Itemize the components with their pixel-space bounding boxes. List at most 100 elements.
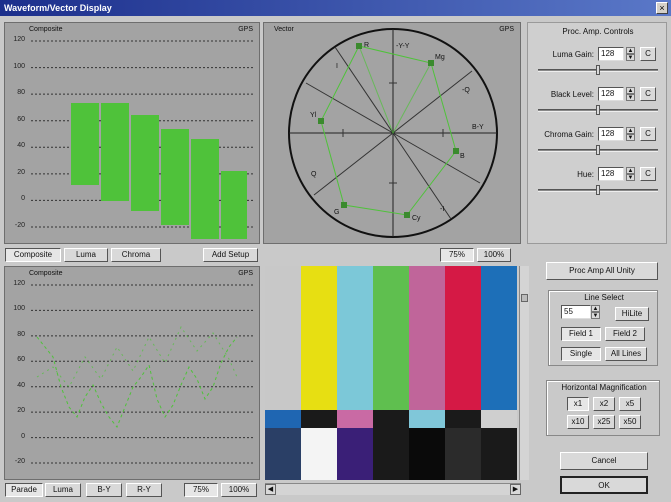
- hue-field[interactable]: 128: [598, 167, 624, 181]
- target-label-yl: Yl: [310, 112, 317, 119]
- chroma-gain-slider-thumb[interactable]: [596, 145, 600, 155]
- pluge-bar: [301, 428, 337, 480]
- vertical-scroll-thumb[interactable]: [521, 294, 528, 302]
- y-tick-label: 0: [21, 195, 25, 203]
- hue-up-arrow-icon[interactable]: ▲: [626, 167, 635, 174]
- black-level-label: Black Level:: [550, 90, 594, 99]
- tab-luma[interactable]: Luma: [64, 248, 108, 262]
- y-tick-label: 120: [13, 36, 25, 43]
- line-select-title: Line Select: [584, 293, 624, 302]
- y-tick-label: 80: [17, 330, 25, 338]
- vector-100-button[interactable]: 100%: [477, 248, 511, 262]
- waveform-75-button[interactable]: 75%: [184, 483, 218, 497]
- black-level-reset-button[interactable]: C: [640, 87, 656, 101]
- mag-x50-button[interactable]: x50: [619, 415, 641, 429]
- luma-gain-up-arrow-icon[interactable]: ▲: [626, 47, 635, 54]
- tab-composite[interactable]: Composite: [5, 248, 61, 262]
- picture-vertical-scrollbar[interactable]: [519, 266, 529, 480]
- castellation-bar: [265, 410, 301, 428]
- vectorscope-graticule: [288, 28, 498, 238]
- tab-ry[interactable]: R-Y: [126, 483, 162, 497]
- y-tick-label: 100: [13, 305, 25, 313]
- mag-x1-button[interactable]: x1: [567, 397, 589, 411]
- field-1-button[interactable]: Field 1: [561, 327, 601, 341]
- luma-gain-down-arrow-icon[interactable]: ▼: [626, 54, 635, 61]
- color-bar: [445, 266, 481, 410]
- all-lines-button[interactable]: All Lines: [605, 347, 647, 361]
- tab-chroma[interactable]: Chroma: [111, 248, 161, 262]
- castellation-bar: [337, 410, 373, 428]
- y-tick-label: -20: [14, 222, 25, 229]
- vector-75-button[interactable]: 75%: [440, 248, 474, 262]
- y-tick-label: 60: [17, 356, 25, 364]
- axis-label-neg-q: -Q: [462, 87, 470, 94]
- chroma-gain-up-arrow-icon[interactable]: ▲: [626, 127, 635, 134]
- proc-amp-panel: Proc. Amp. Controls Luma Gain: 128 ▲ ▼ C…: [527, 22, 667, 244]
- field-2-button[interactable]: Field 2: [605, 327, 645, 341]
- hue-down-arrow-icon[interactable]: ▼: [626, 174, 635, 181]
- chroma-gain-reset-button[interactable]: C: [640, 127, 656, 141]
- scroll-right-arrow-icon[interactable]: ▶: [510, 484, 521, 495]
- vectorscope-mode-label: Vector: [274, 26, 294, 33]
- magnification-title: Horizontal Magnification: [561, 383, 647, 392]
- hilite-button[interactable]: HiLite: [615, 307, 649, 321]
- chroma-gain-label: Chroma Gain:: [544, 130, 594, 139]
- waveform-trace-5: [191, 139, 219, 239]
- vector-target-g: [341, 202, 347, 208]
- luma-gain-label: Luma Gain:: [552, 50, 594, 59]
- color-bar: [373, 266, 409, 410]
- ok-button[interactable]: OK: [560, 476, 648, 494]
- mag-x5-button[interactable]: x5: [619, 397, 641, 411]
- tab-parade[interactable]: Parade: [5, 483, 43, 497]
- y-tick-label: 120: [13, 280, 25, 287]
- cancel-button[interactable]: Cancel: [560, 452, 648, 470]
- proc-amp-all-unity-button[interactable]: Proc Amp All Unity: [546, 262, 658, 280]
- chroma-gain-field[interactable]: 128: [598, 127, 624, 141]
- add-setup-button[interactable]: Add Setup: [203, 248, 258, 262]
- tab-by[interactable]: B-Y: [86, 483, 122, 497]
- scroll-left-arrow-icon[interactable]: ◀: [265, 484, 276, 495]
- axis-label-q: Q: [311, 171, 317, 178]
- line-up-arrow-icon[interactable]: ▲: [591, 305, 600, 312]
- waveform-100-button[interactable]: 100%: [221, 483, 257, 497]
- vector-target-b: [453, 148, 459, 154]
- black-level-up-arrow-icon[interactable]: ▲: [626, 87, 635, 94]
- luma-gain-field[interactable]: 128: [598, 47, 624, 61]
- y-tick-label: 20: [17, 407, 25, 415]
- line-down-arrow-icon[interactable]: ▼: [591, 312, 600, 319]
- magnification-group: Horizontal Magnification x1 x2 x5 x10 x2…: [546, 380, 660, 436]
- mag-x10-button[interactable]: x10: [567, 415, 589, 429]
- target-label-r: R: [364, 42, 370, 49]
- y-tick-label: 20: [17, 168, 25, 176]
- mag-x25-button[interactable]: x25: [593, 415, 615, 429]
- vector-target-yl: [318, 118, 324, 124]
- vector-target-mg: [428, 60, 434, 66]
- line-number-field[interactable]: 55: [561, 305, 591, 319]
- close-button[interactable]: ×: [656, 2, 668, 14]
- castellation-bar: [373, 410, 409, 428]
- target-label-g: G: [334, 209, 340, 216]
- chroma-gain-down-arrow-icon[interactable]: ▼: [626, 134, 635, 141]
- y-tick-label: 0: [21, 432, 25, 440]
- line-select-group: Line Select 55 ▲ ▼ HiLite Field 1 Field …: [548, 290, 658, 366]
- waveform-top-panel: Composite GPS 120 100 80 60 40 20 0 -20: [4, 22, 260, 244]
- picture-monitor: [265, 266, 517, 480]
- mag-x2-button[interactable]: x2: [593, 397, 615, 411]
- tab-bottom-luma[interactable]: Luma: [45, 483, 81, 497]
- pluge-bar: [373, 428, 409, 480]
- pluge-bar: [337, 428, 373, 480]
- y-tick-label: 40: [17, 142, 25, 150]
- waveform-trace-1: [71, 103, 99, 185]
- picture-horizontal-scrollbar[interactable]: ◀ ▶: [265, 483, 521, 495]
- axis-label-by: B-Y: [472, 124, 484, 131]
- black-level-down-arrow-icon[interactable]: ▼: [626, 94, 635, 101]
- window-title: Waveform/Vector Display: [4, 3, 112, 13]
- proc-amp-title: Proc. Amp. Controls: [562, 27, 634, 36]
- hue-reset-button[interactable]: C: [640, 167, 656, 181]
- hue-slider-thumb[interactable]: [596, 185, 600, 195]
- black-level-slider-thumb[interactable]: [596, 105, 600, 115]
- luma-gain-slider-thumb[interactable]: [596, 65, 600, 75]
- luma-gain-reset-button[interactable]: C: [640, 47, 656, 61]
- single-button[interactable]: Single: [561, 347, 601, 361]
- black-level-field[interactable]: 128: [598, 87, 624, 101]
